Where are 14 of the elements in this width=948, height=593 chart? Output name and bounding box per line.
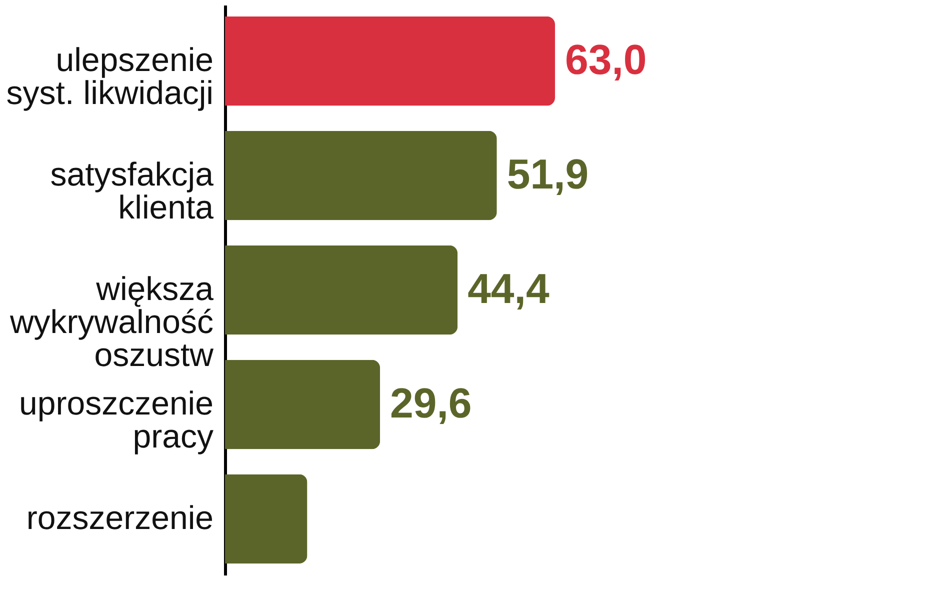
- data-label: 63,0: [565, 36, 647, 84]
- bar: [225, 474, 308, 564]
- bar: [225, 130, 497, 220]
- y-tick-label: rozszerzenie: [26, 498, 214, 536]
- data-label: 44,4: [468, 265, 550, 312]
- y-tick-label: większa wykrywalność oszustw: [8, 270, 214, 373]
- bar: [225, 245, 458, 335]
- data-label: 29,6: [390, 379, 472, 426]
- y-tick-label: uproszczenie pracy: [19, 384, 214, 454]
- bar: [225, 16, 555, 106]
- data-label: 51,9: [506, 150, 589, 198]
- y-tick-label: ulepszenie syst. likwidacji: [6, 41, 214, 112]
- bar: [225, 360, 380, 450]
- y-tick-label: satysfakcja klienta: [50, 156, 214, 226]
